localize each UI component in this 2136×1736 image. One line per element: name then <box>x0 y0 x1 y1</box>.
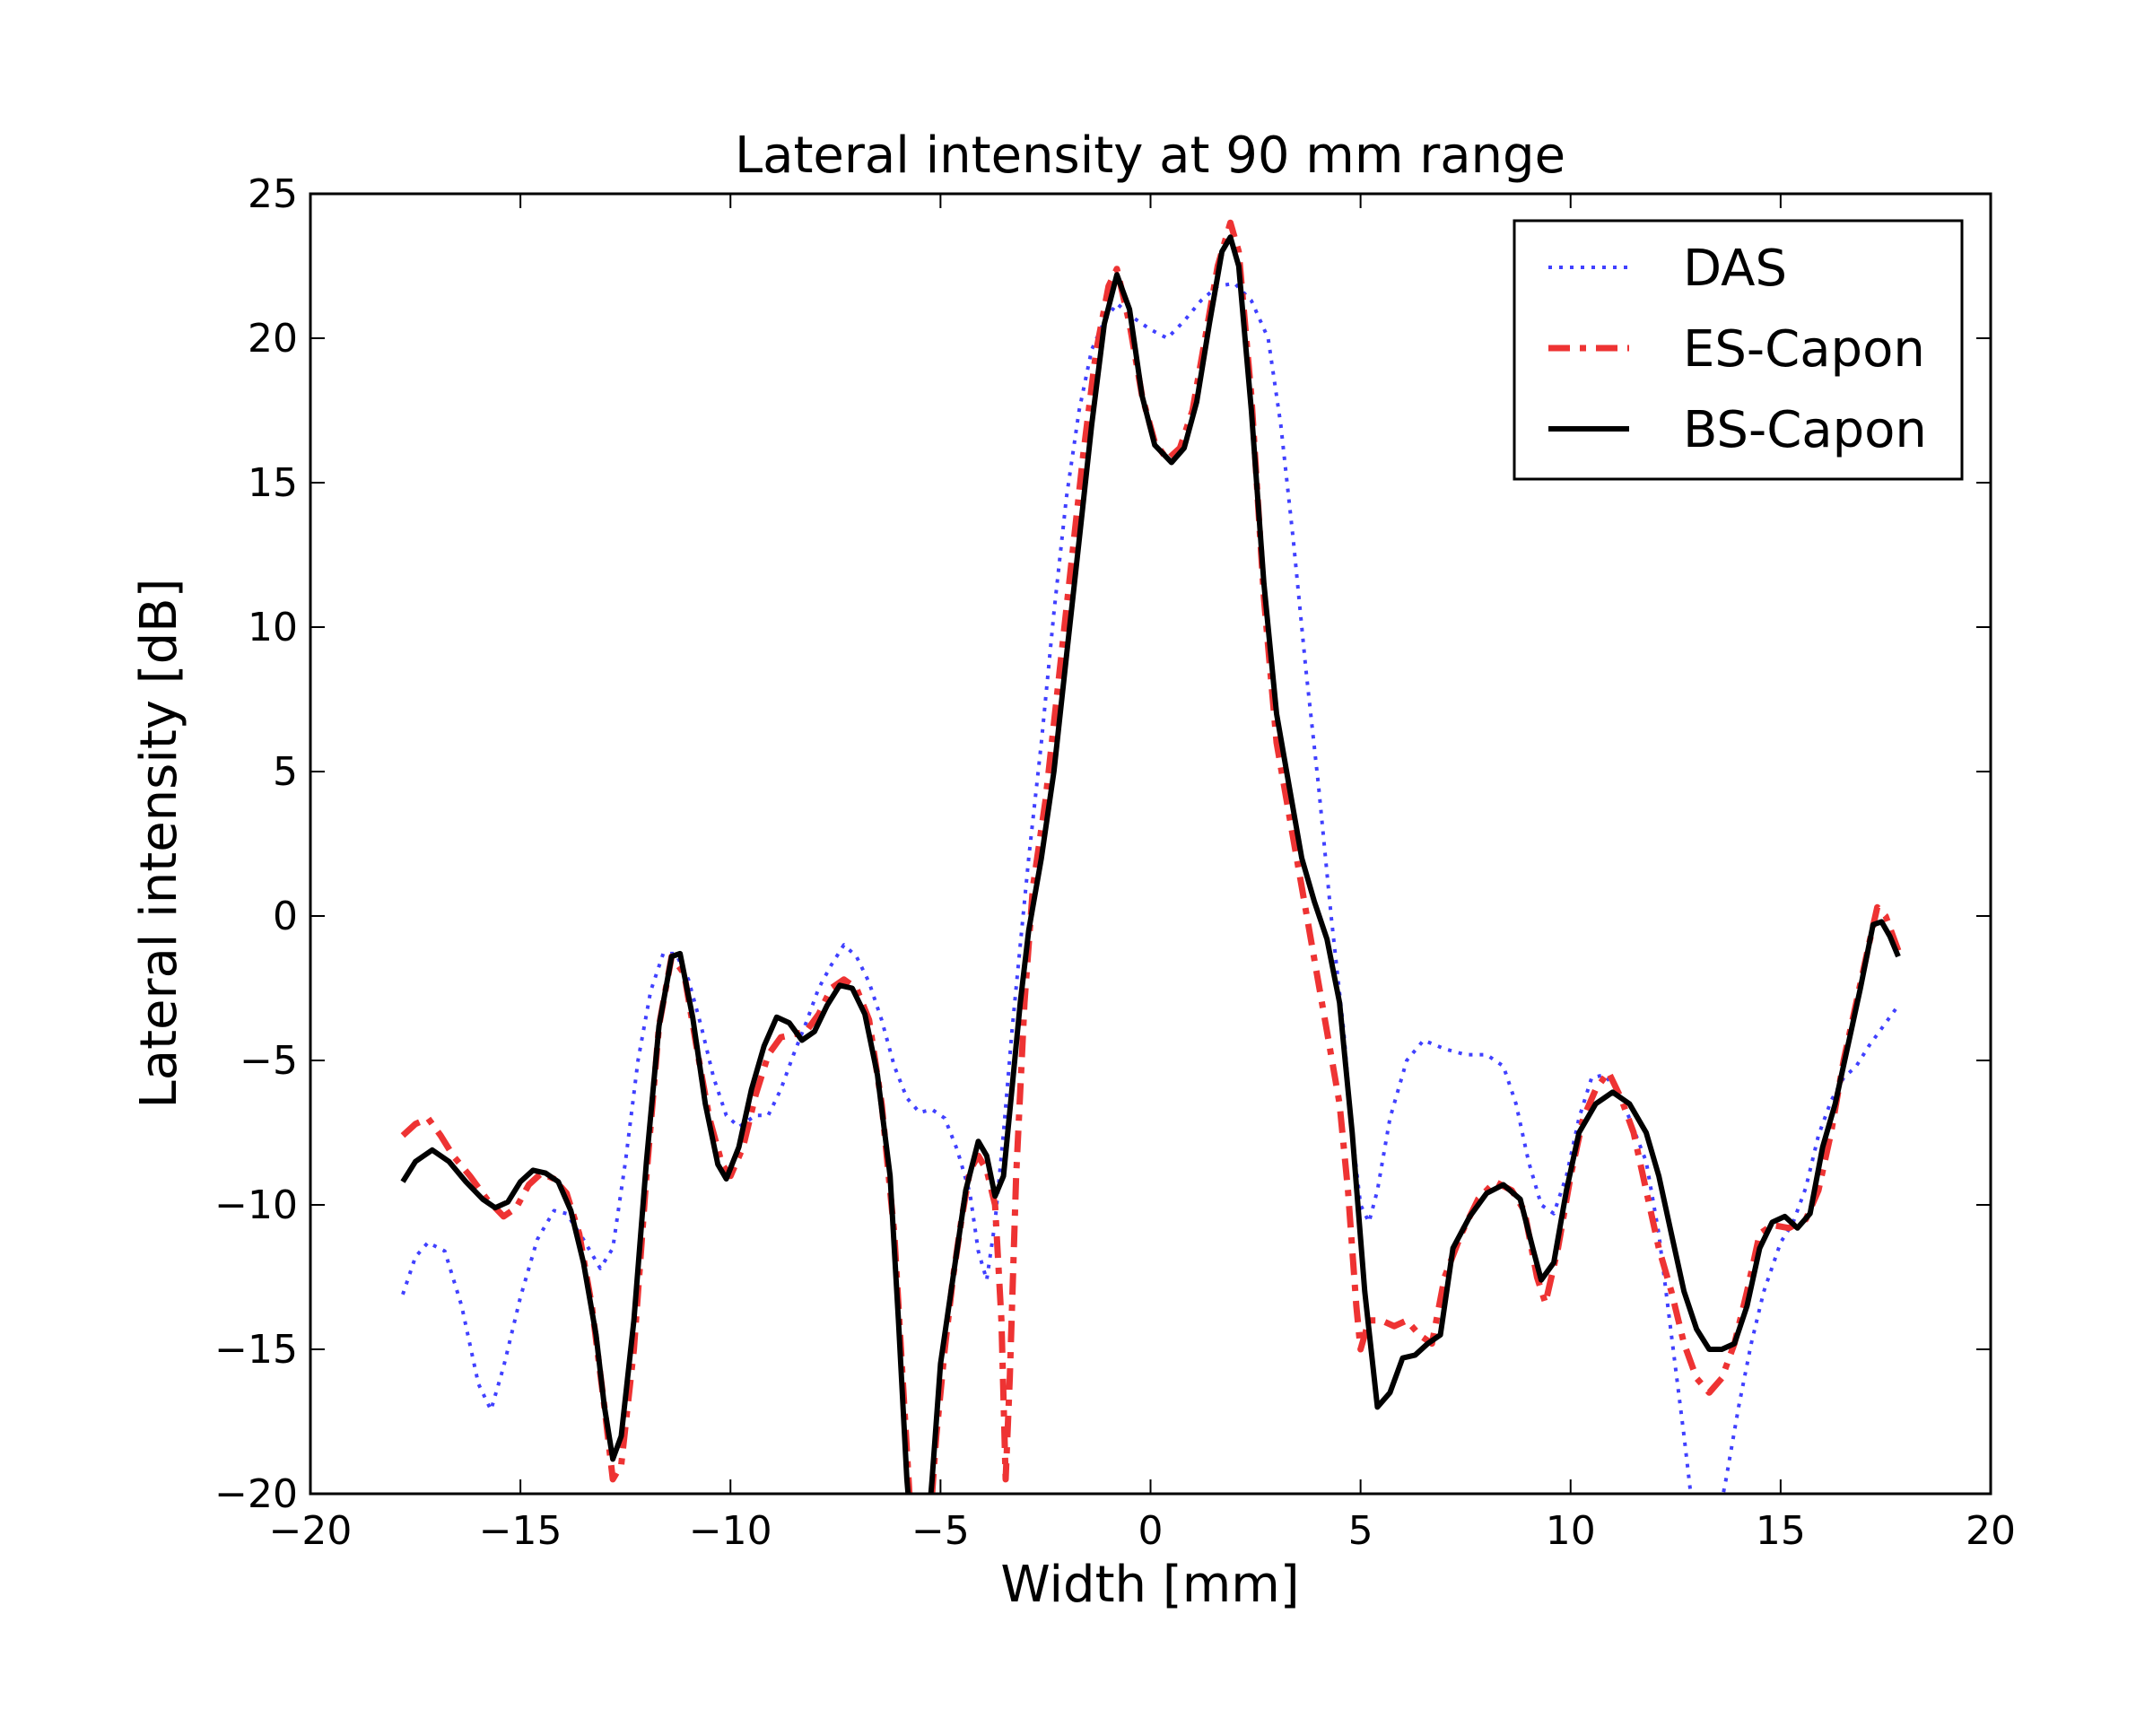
x-tick-label: 20 <box>1966 1508 2016 1554</box>
series-layer <box>400 219 1902 1494</box>
legend-label-es-capon: ES-Capon <box>1683 320 1925 379</box>
y-tick-label: −15 <box>214 1327 298 1373</box>
legend-label-bs-capon: BS-Capon <box>1683 401 1927 459</box>
x-tick-label: 10 <box>1546 1508 1596 1554</box>
y-tick-label: 10 <box>248 605 298 650</box>
x-tick-label: 0 <box>1138 1508 1164 1554</box>
legend-box <box>1513 219 1964 481</box>
y-tick-label: 15 <box>248 460 298 506</box>
y-tick-label: 5 <box>273 749 298 795</box>
x-tick-label: −5 <box>911 1508 970 1554</box>
y-tick-label: 25 <box>248 171 298 217</box>
x-tick-label: −20 <box>269 1508 353 1554</box>
x-tick-label: 5 <box>1348 1508 1373 1554</box>
x-tick-label: 15 <box>1756 1508 1806 1554</box>
x-axis-ticks: −20 −15 −10 −5 0 5 10 15 20 <box>269 194 2016 1554</box>
y-axis-label: Lateral intensity [dB] <box>130 579 188 1109</box>
legend: DAS ES-Capon BS-Capon <box>1513 219 1964 481</box>
y-tick-label: 0 <box>273 894 298 939</box>
y-tick-label: −5 <box>240 1038 298 1084</box>
y-tick-label: −20 <box>214 1471 298 1517</box>
y-tick-label: −10 <box>214 1182 298 1228</box>
x-tick-label: −15 <box>479 1508 562 1554</box>
series-bs-capon-line <box>400 234 1901 1494</box>
y-tick-label: 20 <box>248 316 298 362</box>
legend-label-das: DAS <box>1683 240 1787 298</box>
x-tick-label: −10 <box>689 1508 772 1554</box>
chart-title: Lateral intensity at 90 mm range <box>735 126 1565 185</box>
x-axis-label: Width [mm] <box>1000 1556 1299 1614</box>
y-axis-ticks: −20 −15 −10 −5 0 5 10 15 20 25 <box>214 171 1991 1517</box>
